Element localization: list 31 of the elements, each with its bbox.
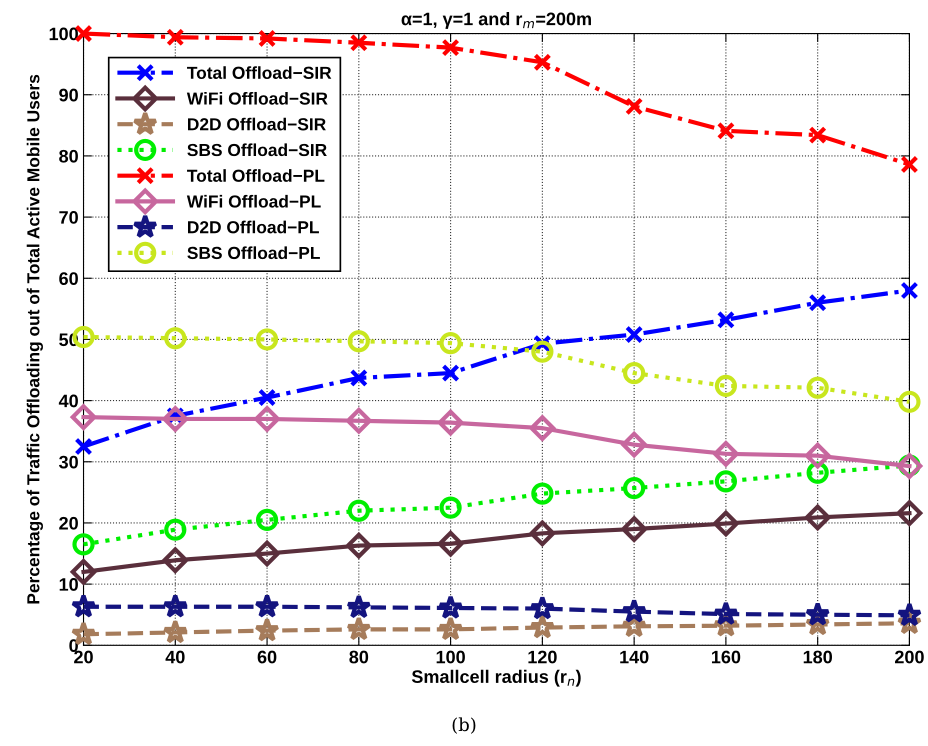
chart-title: α=1, γ=1 and r$_{m}$=200m	[402, 12, 591, 29]
x-tick-label: 200	[895, 650, 924, 664]
y-tick-label: 100	[50, 28, 78, 40]
x-tick-label: 160	[712, 650, 740, 664]
x-tick-label: 20	[74, 650, 93, 664]
y-tick-label: 80	[59, 150, 78, 163]
y-tick-label: 20	[59, 516, 78, 530]
x-axis-title: Smallcell radius (r$_{n}$)	[412, 670, 581, 687]
x-tick-label: 100	[436, 650, 465, 664]
x-tick-label: 140	[620, 650, 648, 664]
x-tick-label: 40	[166, 650, 185, 664]
text: (b)	[452, 717, 476, 734]
legend-label: D2D Offload−PL	[188, 220, 319, 234]
y-tick-label: 70	[59, 211, 78, 224]
y-axis-title: Percentage of Traffic Offloading out of Total Active Mobile Users	[26, 74, 43, 604]
x-tick-label: 80	[349, 650, 368, 664]
legend-label: WiFi Offload−SIR	[186, 92, 328, 105]
y-tick-label: 10	[60, 578, 78, 591]
y-tick-label: 60	[59, 272, 78, 285]
y-tick-label: 90	[59, 88, 78, 102]
x-tick-label: 180	[804, 650, 832, 664]
legend-label: D2D Offload−SIR	[188, 118, 326, 130]
legend-label: SBS Offload−SIR	[187, 143, 327, 156]
legend-label: Total Offload−PL	[187, 169, 324, 182]
x-tick-label: 120	[528, 650, 557, 664]
legend-label: SBS Offload−PL	[187, 246, 320, 260]
x-tick-label: 60	[258, 650, 276, 664]
y-tick-label: 30	[58, 456, 78, 469]
legend-label: Total Offload−SIR	[187, 66, 332, 79]
legend-label: WiFi Offload−PL	[186, 194, 321, 208]
y-tick-label: 40	[58, 394, 78, 408]
